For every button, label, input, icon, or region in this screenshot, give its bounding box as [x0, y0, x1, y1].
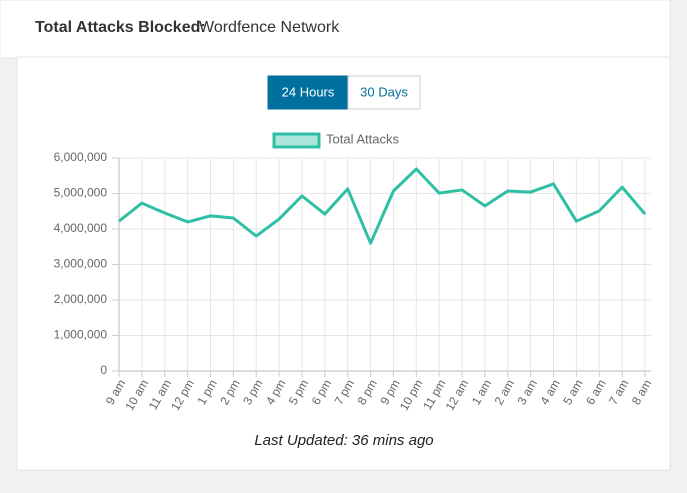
header-label: Total Attacks Blocked: [35, 19, 206, 36]
y-tick-label: 2,000,000 [54, 292, 108, 306]
y-tick-label: 1,000,000 [54, 328, 108, 342]
header-value: Wordfence Network [199, 19, 340, 36]
y-tick-label: 0 [100, 363, 107, 377]
button-label[interactable]: 30 Days [360, 84, 408, 99]
y-tick-label: 5,000,000 [54, 186, 108, 200]
line [118, 167, 647, 245]
panel [16, 56, 671, 471]
button-active[interactable] [267, 75, 349, 110]
button[interactable] [347, 75, 421, 110]
footer: Last Updated: 36 mins ago [254, 432, 433, 449]
y-tick-label: 6,000,000 [54, 150, 108, 164]
legend-label: Total Attacks [326, 131, 399, 146]
y-tick-label: 3,000,000 [54, 257, 108, 271]
legend-swatch [272, 132, 321, 149]
y-tick-label: 4,000,000 [54, 221, 108, 235]
header-box [0, 0, 671, 59]
button-label[interactable]: 24 Hours [282, 84, 335, 99]
